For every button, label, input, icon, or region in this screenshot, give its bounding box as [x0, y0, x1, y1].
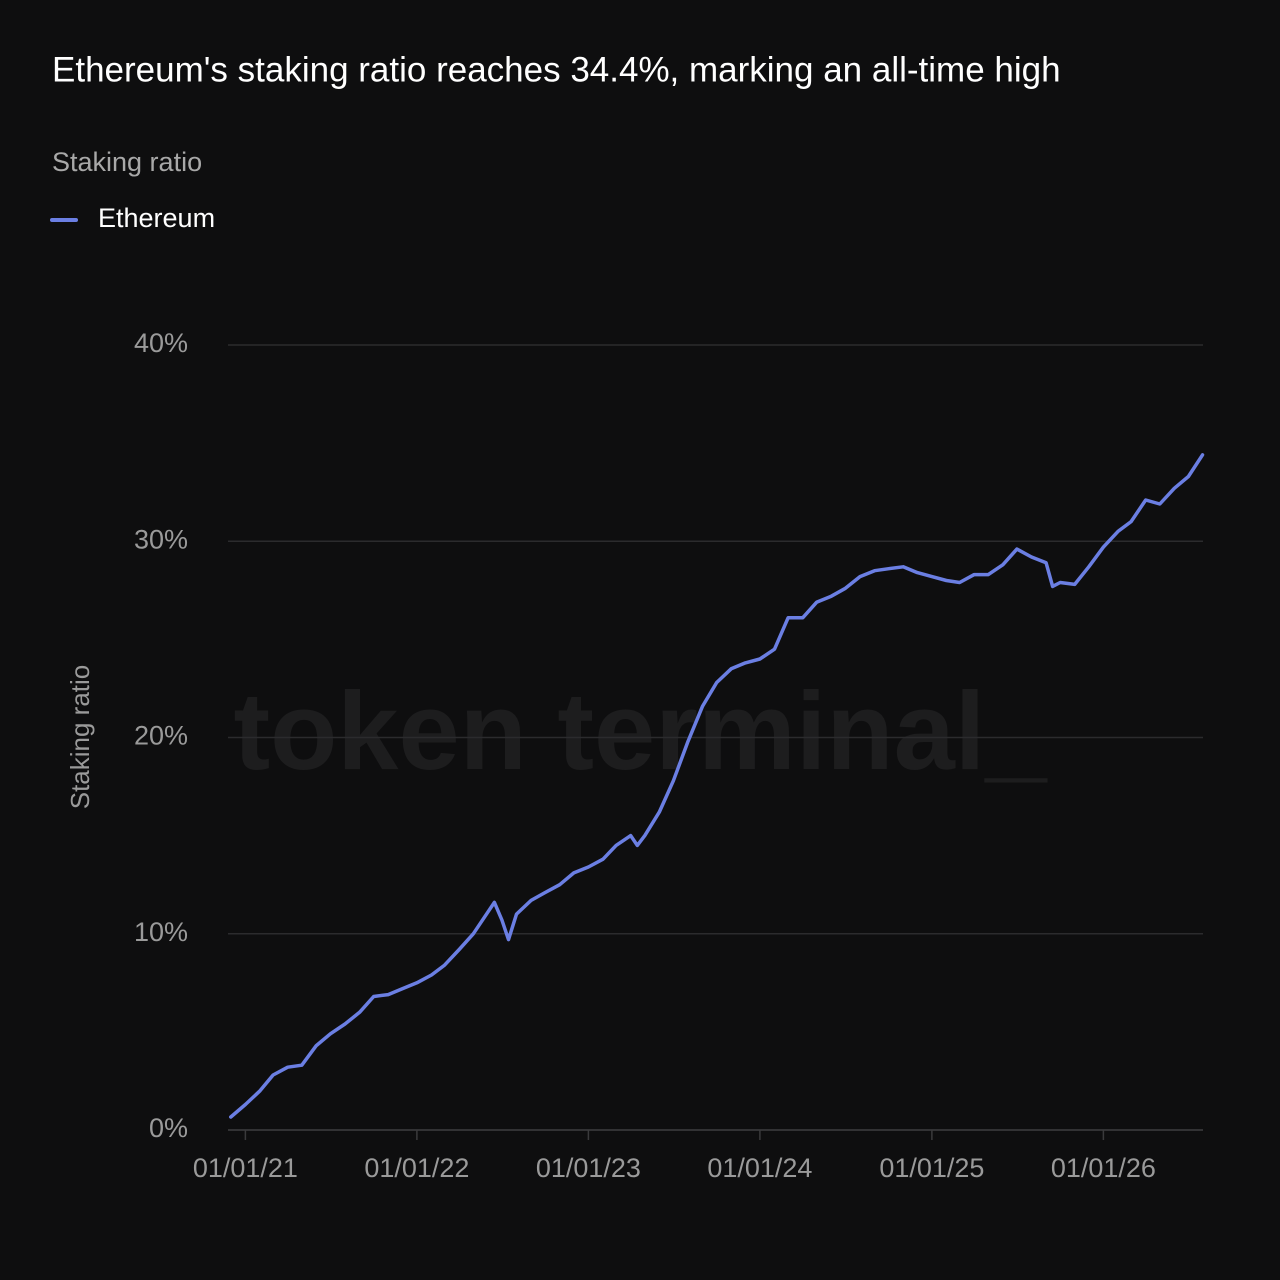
y-tick-label: 30%: [134, 524, 188, 554]
y-axis-label: Staking ratio: [65, 665, 95, 810]
chart-subtitle: Staking ratio: [52, 147, 202, 177]
x-tick-label: 01/01/21: [193, 1153, 298, 1183]
y-tick-label: 40%: [134, 328, 188, 358]
x-tick-label: 01/01/24: [707, 1153, 812, 1183]
x-tick-label: 01/01/26: [1051, 1153, 1156, 1183]
y-tick-label: 0%: [149, 1113, 188, 1143]
chart-title: Ethereum's staking ratio reaches 34.4%, …: [52, 50, 1061, 89]
watermark: token terminal_: [233, 670, 1048, 793]
legend-label: Ethereum: [98, 203, 215, 233]
y-tick-label: 20%: [134, 721, 188, 751]
x-tick-label: 01/01/25: [879, 1153, 984, 1183]
x-tick-label: 01/01/23: [536, 1153, 641, 1183]
y-tick-label: 10%: [134, 917, 188, 947]
x-tick-label: 01/01/22: [364, 1153, 469, 1183]
series-line: [229, 453, 1205, 1119]
